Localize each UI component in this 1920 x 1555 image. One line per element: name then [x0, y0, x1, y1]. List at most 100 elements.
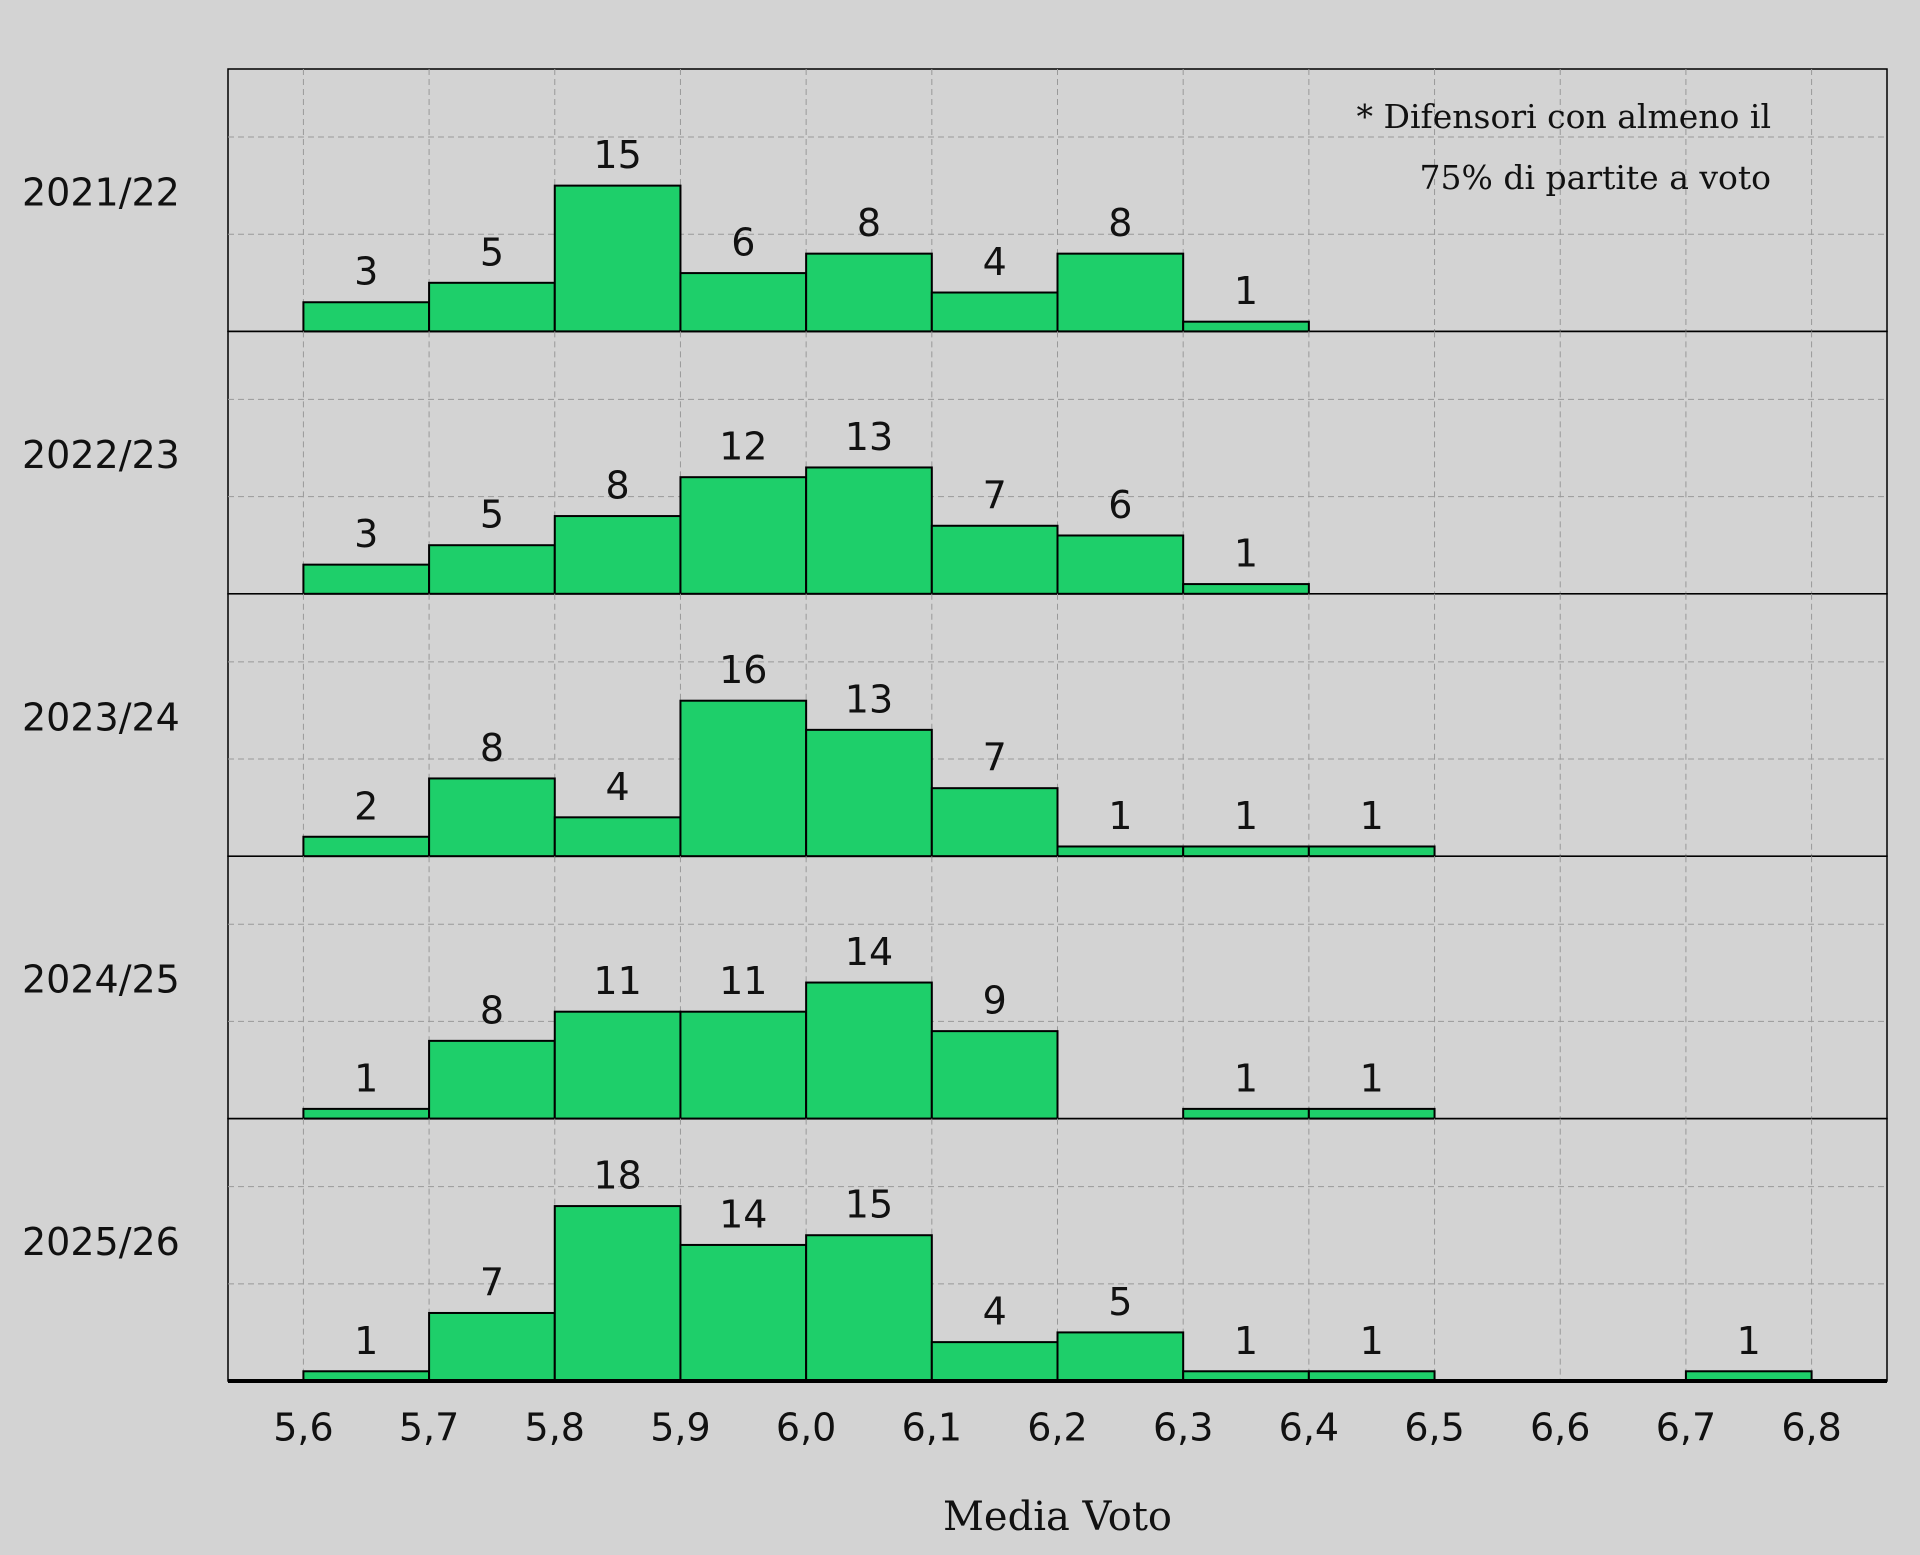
- bar: [805, 1234, 933, 1382]
- bar: [930, 787, 1059, 858]
- value-label: 1: [1234, 1319, 1258, 1363]
- bar: [553, 184, 682, 333]
- bar: [428, 1311, 556, 1382]
- value-label: 1: [1234, 794, 1258, 838]
- value-label: 5: [480, 493, 504, 537]
- x-tick-label: 5,6: [273, 1406, 333, 1450]
- value-label: 14: [719, 1192, 767, 1236]
- value-label: 1: [1360, 1319, 1384, 1363]
- value-label: 4: [606, 765, 630, 809]
- value-label: 3: [354, 512, 378, 556]
- series-label: 2024/25: [22, 958, 180, 1002]
- bar: [1182, 583, 1310, 595]
- value-label: 15: [845, 1183, 893, 1227]
- bar: [1056, 1331, 1185, 1382]
- value-label: 1: [1737, 1319, 1761, 1363]
- x-tick-label: 6,3: [1153, 1406, 1213, 1450]
- bar: [679, 476, 808, 595]
- series-label: 2025/26: [22, 1220, 180, 1264]
- value-label: 1: [1108, 794, 1132, 838]
- bar: [302, 563, 431, 595]
- value-label: 1: [1234, 1056, 1258, 1100]
- value-label: 7: [480, 1260, 504, 1304]
- bar: [1182, 320, 1310, 333]
- value-label: 2: [354, 784, 378, 828]
- x-tick-label: 6,0: [776, 1406, 836, 1450]
- bar: [1182, 1107, 1310, 1120]
- bar: [1307, 845, 1436, 858]
- x-tick-label: 6,5: [1404, 1406, 1464, 1450]
- bar: [1307, 1107, 1436, 1120]
- bar: [1056, 845, 1185, 858]
- x-tick-label: 6,8: [1781, 1406, 1841, 1450]
- value-label: 6: [1108, 483, 1132, 527]
- value-label: 16: [719, 648, 767, 692]
- value-label: 8: [480, 726, 504, 770]
- bar: [302, 835, 431, 858]
- value-label: 1: [1234, 269, 1258, 313]
- bar: [679, 1243, 808, 1383]
- value-label: 8: [1108, 201, 1132, 245]
- x-tick-label: 6,6: [1530, 1406, 1590, 1450]
- x-axis-label: Media Voto: [943, 1494, 1172, 1540]
- value-label: 1: [1360, 794, 1384, 838]
- value-label: 8: [857, 201, 881, 245]
- series-label: 2023/24: [22, 695, 180, 739]
- value-label: 13: [845, 677, 893, 721]
- bar: [930, 291, 1059, 333]
- bar: [805, 252, 933, 333]
- bar: [805, 981, 933, 1120]
- value-label: 8: [480, 988, 504, 1032]
- value-label: 11: [593, 959, 641, 1003]
- x-tick-label: 6,2: [1027, 1406, 1087, 1450]
- bar: [428, 777, 556, 858]
- value-label: 6: [731, 221, 755, 265]
- bar: [553, 1010, 682, 1120]
- bar: [302, 301, 431, 333]
- value-label: 8: [606, 464, 630, 508]
- bar: [805, 466, 933, 595]
- value-label: 1: [1360, 1056, 1384, 1100]
- bar: [679, 699, 808, 858]
- bar: [930, 1341, 1059, 1383]
- bar: [428, 1039, 556, 1120]
- bar: [553, 515, 682, 595]
- series-label: 2021/22: [22, 170, 180, 214]
- annotation: * Difensori con almeno il: [1357, 97, 1771, 136]
- bar: [553, 816, 682, 858]
- annotation: 75% di partite a voto: [1420, 158, 1771, 197]
- series-label: 2022/23: [22, 433, 180, 477]
- value-label: 7: [983, 736, 1007, 780]
- value-label: 13: [845, 415, 893, 459]
- value-label: 14: [845, 930, 893, 974]
- x-tick-label: 6,7: [1656, 1406, 1716, 1450]
- bar: [428, 281, 556, 333]
- bar: [1056, 534, 1185, 595]
- bar: [428, 544, 556, 595]
- value-label: 5: [1108, 1280, 1132, 1324]
- bar: [679, 272, 808, 333]
- bar: [805, 728, 933, 858]
- value-label: 1: [354, 1056, 378, 1100]
- x-tick-label: 5,7: [399, 1406, 459, 1450]
- bar: [553, 1205, 682, 1382]
- bar: [1056, 252, 1185, 333]
- bar: [1182, 845, 1310, 858]
- value-label: 7: [983, 473, 1007, 517]
- value-label: 5: [480, 230, 504, 274]
- x-tick-label: 5,8: [525, 1406, 585, 1450]
- value-label: 1: [354, 1319, 378, 1363]
- value-label: 4: [983, 1290, 1007, 1334]
- value-label: 3: [354, 250, 378, 294]
- x-tick-label: 6,1: [902, 1406, 962, 1450]
- value-label: 9: [983, 979, 1007, 1023]
- value-label: 11: [719, 959, 767, 1003]
- value-label: 15: [593, 133, 641, 177]
- value-label: 18: [593, 1154, 641, 1198]
- bar: [930, 524, 1059, 595]
- value-label: 12: [719, 425, 767, 469]
- bar: [930, 1030, 1059, 1120]
